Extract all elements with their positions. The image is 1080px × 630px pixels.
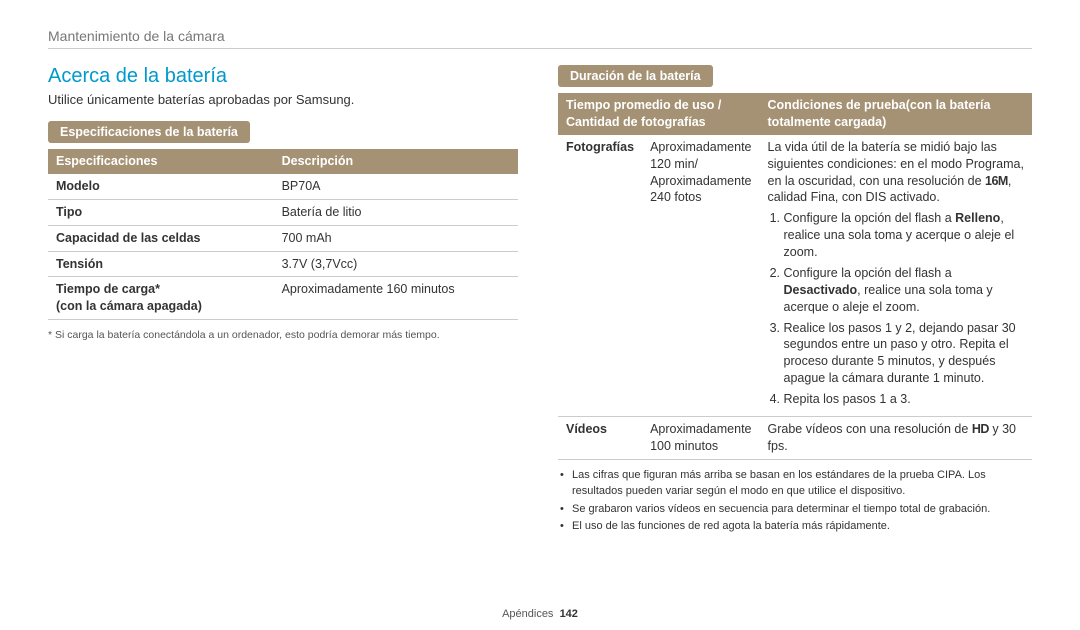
content-columns: Acerca de la batería Utilice únicamente …: [48, 65, 1032, 537]
step-bold: Desactivado: [784, 283, 858, 297]
usage-line: Aproximadamente: [650, 174, 751, 188]
table-row: Fotografías Aproximadamente 120 min/ Apr…: [558, 135, 1032, 417]
usage-line: Aproximadamente: [650, 140, 751, 154]
cond-text: Grabe vídeos con una resolución de: [768, 422, 972, 436]
usage-line: 120 min/: [650, 157, 698, 171]
spec-head-specifications: Especificaciones: [48, 149, 274, 174]
resolution-icon: 16M: [985, 174, 1008, 188]
step-item: Configure la opción del flash a Desactiv…: [784, 265, 1024, 316]
table-row: Capacidad de las celdas 700 mAh: [48, 225, 518, 251]
spec-value: Aproximadamente 160 minutos: [274, 277, 518, 320]
table-row: Tiempo de carga* (con la cámara apagada)…: [48, 277, 518, 320]
note-item: Se grabaron varios vídeos en secuencia p…: [572, 502, 1032, 518]
spec-label: Tiempo de carga* (con la cámara apagada): [48, 277, 274, 320]
duration-head-usage: Tiempo promedio de uso / Cantidad de fot…: [558, 93, 760, 135]
breadcrumb: Mantenimiento de la cámara: [48, 28, 1032, 44]
step-text: Configure la opción del flash a: [784, 266, 952, 280]
duration-table: Tiempo promedio de uso / Cantidad de fot…: [558, 93, 1032, 460]
row-label-fotografias: Fotografías: [558, 135, 642, 417]
spec-head-description: Descripción: [274, 149, 518, 174]
section-title: Acerca de la batería: [48, 65, 518, 88]
table-row: Vídeos Aproximadamente 100 minutos Grabe…: [558, 416, 1032, 459]
spec-label: Capacidad de las celdas: [48, 225, 274, 251]
step-item: Configure la opción del flash a Relleno,…: [784, 210, 1024, 261]
page-footer: Apéndices 142: [0, 608, 1080, 620]
step-item: Realice los pasos 1 y 2, dejando pasar 3…: [784, 320, 1024, 388]
notes-list: Las cifras que figuran más arriba se bas…: [558, 468, 1032, 536]
spec-footnote: * Si carga la batería conectándola a un …: [48, 328, 518, 343]
step-text: Configure la opción del flash a: [784, 211, 956, 225]
intro-text: Utilice únicamente baterías aprobadas po…: [48, 92, 518, 107]
spec-pill: Especificaciones de la batería: [48, 121, 250, 143]
step-bold: Relleno: [955, 211, 1000, 225]
duration-pill: Duración de la batería: [558, 65, 713, 87]
page-number: 142: [560, 608, 578, 620]
spec-value: BP70A: [274, 174, 518, 199]
spec-label: Modelo: [48, 174, 274, 199]
spec-value: 3.7V (3,7Vcc): [274, 251, 518, 277]
note-item: Las cifras que figuran más arriba se bas…: [572, 468, 1032, 500]
row-label-videos: Vídeos: [558, 416, 642, 459]
video-conditions: Grabe vídeos con una resolución de HD y …: [760, 416, 1032, 459]
usage-line: 240 fotos: [650, 190, 701, 204]
step-item: Repita los pasos 1 a 3.: [784, 391, 1024, 408]
steps-list: Configure la opción del flash a Relleno,…: [768, 210, 1024, 408]
spec-label: Tipo: [48, 199, 274, 225]
spec-value: 700 mAh: [274, 225, 518, 251]
table-row: Modelo BP70A: [48, 174, 518, 199]
spec-table: Especificaciones Descripción Modelo BP70…: [48, 149, 518, 320]
duration-head-conditions: Condiciones de prueba(con la batería tot…: [760, 93, 1032, 135]
video-usage: Aproximadamente 100 minutos: [642, 416, 759, 459]
spec-label-line2: (con la cámara apagada): [56, 299, 202, 313]
footer-section: Apéndices: [502, 608, 553, 620]
divider: [48, 48, 1032, 49]
usage-line: 100 minutos: [650, 439, 718, 453]
table-row: Tipo Batería de litio: [48, 199, 518, 225]
spec-label-line1: Tiempo de carga*: [56, 282, 160, 296]
table-row: Tensión 3.7V (3,7Vcc): [48, 251, 518, 277]
usage-line: Aproximadamente: [650, 422, 751, 436]
note-item: El uso de las funciones de red agota la …: [572, 519, 1032, 535]
spec-label: Tensión: [48, 251, 274, 277]
right-column: Duración de la batería Tiempo promedio d…: [558, 65, 1032, 537]
foto-usage: Aproximadamente 120 min/ Aproximadamente…: [642, 135, 759, 417]
spec-value: Batería de litio: [274, 199, 518, 225]
left-column: Acerca de la batería Utilice únicamente …: [48, 65, 518, 537]
hd-icon: HD: [972, 422, 989, 436]
foto-conditions: La vida útil de la batería se midió bajo…: [760, 135, 1032, 417]
